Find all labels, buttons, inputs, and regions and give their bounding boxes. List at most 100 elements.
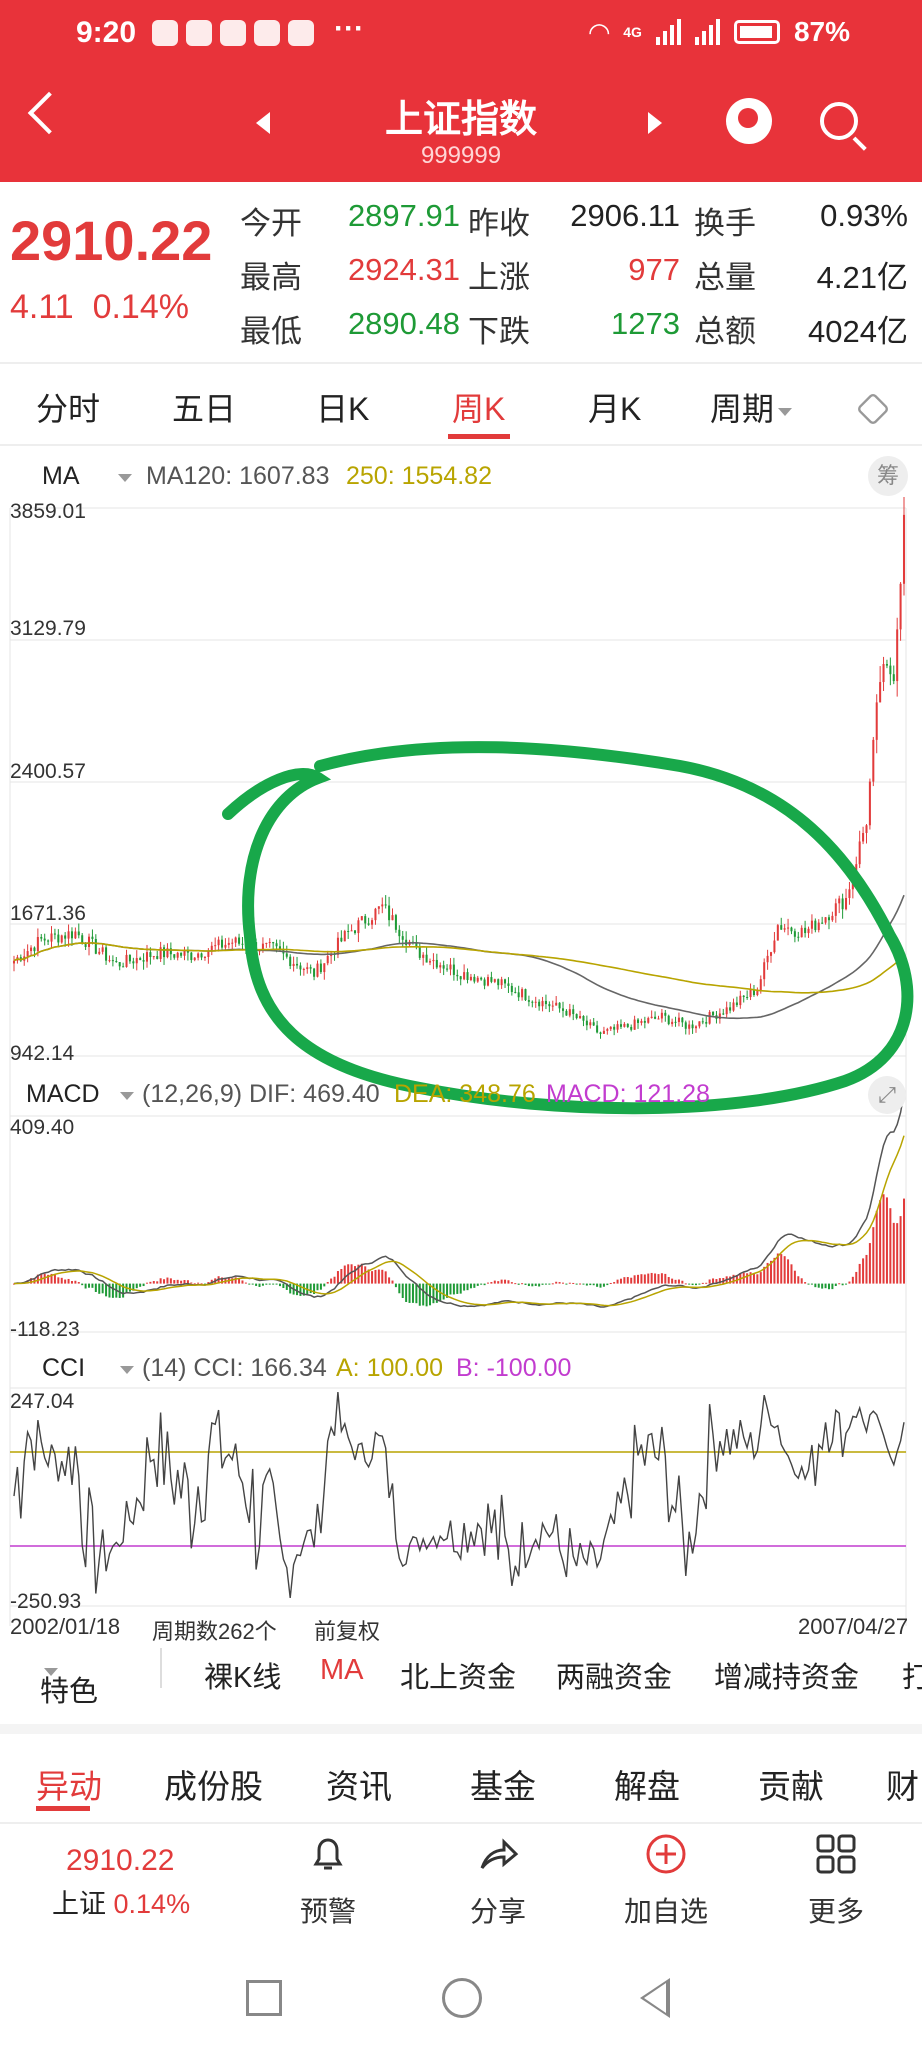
tab-constituents[interactable]: 成份股: [164, 1768, 263, 1805]
candle: [705, 1022, 708, 1024]
toolbar-item-naked-k[interactable]: 裸K线: [204, 1662, 282, 1694]
status-time: 9:20: [76, 16, 137, 49]
ma-indicator-name[interactable]: MA: [42, 462, 80, 490]
macd-bar: [391, 1280, 394, 1284]
add-circle-icon[interactable]: [644, 1832, 688, 1876]
candle: [701, 1021, 704, 1023]
candle: [238, 937, 241, 944]
tab-contribution[interactable]: 贡献: [758, 1768, 824, 1805]
candle: [326, 956, 329, 964]
macd-bar: [868, 1243, 871, 1284]
macd-bar: [619, 1278, 622, 1284]
quote-label: 最高: [240, 260, 302, 295]
macd-bar: [340, 1269, 343, 1284]
tab-weekly-k[interactable]: 周K: [452, 391, 506, 427]
add-watchlist-button[interactable]: 加自选: [623, 1896, 708, 1927]
macd-bar: [384, 1271, 387, 1284]
status-right: ◠ 4G 87%: [589, 16, 850, 48]
candle: [517, 992, 520, 998]
search-icon[interactable]: [820, 102, 858, 140]
candle: [371, 920, 374, 925]
back-arrow-icon[interactable]: [27, 91, 71, 135]
macd-indicator-name[interactable]: MACD: [26, 1080, 100, 1108]
recents-icon[interactable]: [246, 1980, 282, 2016]
candle: [548, 1004, 551, 1007]
candle: [514, 991, 517, 993]
candle: [98, 951, 101, 954]
candle: [865, 825, 868, 833]
bell-icon[interactable]: [306, 1832, 350, 1876]
toolbar-item-more[interactable]: 打: [902, 1662, 922, 1694]
toolbar-item-margin[interactable]: 两融资金: [556, 1662, 673, 1694]
macd-bar: [862, 1258, 865, 1284]
macd-bar: [282, 1283, 285, 1289]
toolbar-item-ma[interactable]: MA: [320, 1654, 364, 1686]
tab-intraday[interactable]: 分时: [36, 391, 101, 427]
chip-distribution-button[interactable]: 筹: [868, 456, 908, 496]
cci-value: (14) CCI: 166.34: [142, 1354, 327, 1382]
tab-monthly-k[interactable]: 月K: [588, 391, 642, 427]
candle: [558, 1002, 561, 1009]
chevron-down-icon[interactable]: [118, 474, 132, 482]
macd-bar: [459, 1283, 462, 1294]
back-icon[interactable]: [640, 1978, 670, 2018]
candle: [483, 979, 486, 986]
candle: [306, 967, 309, 970]
mascot-icon[interactable]: [726, 98, 772, 144]
prev-stock-icon[interactable]: [256, 112, 270, 134]
candle: [845, 897, 848, 910]
toolbar-divider: [160, 1648, 162, 1688]
macd-value: MACD: 121.28: [546, 1080, 710, 1108]
candle: [572, 1009, 575, 1015]
tab-five-day[interactable]: 五日: [172, 391, 237, 427]
tab-funds[interactable]: 基金: [470, 1768, 536, 1805]
next-stock-icon[interactable]: [648, 112, 662, 134]
tab-finance[interactable]: 财: [886, 1768, 919, 1805]
share-button[interactable]: 分享: [469, 1896, 526, 1927]
macd-bar: [74, 1280, 77, 1284]
cci-indicator-name[interactable]: CCI: [42, 1354, 86, 1382]
chevron-down-icon[interactable]: [120, 1092, 134, 1100]
share-icon[interactable]: [476, 1832, 520, 1876]
candle: [145, 952, 149, 962]
macd-bar: [507, 1280, 510, 1284]
price-axis-label: 3129.79: [10, 617, 86, 640]
candle: [220, 939, 224, 948]
adjust-mode[interactable]: 前复权: [314, 1619, 381, 1644]
macd-bar: [360, 1263, 363, 1284]
period-tabs: 分时 五日 日K 周K 月K 周期: [0, 370, 922, 440]
quote-label: 最低: [240, 314, 302, 349]
tab-analysis[interactable]: 解盘: [614, 1768, 680, 1805]
macd-bar: [514, 1283, 517, 1285]
candle: [541, 1000, 544, 1007]
home-icon[interactable]: [442, 1978, 482, 2018]
grid-icon[interactable]: [814, 1832, 858, 1876]
candle: [391, 915, 394, 921]
macd-bar: [746, 1273, 749, 1284]
candle: [203, 956, 206, 958]
candle: [207, 950, 210, 957]
macd-bar: [804, 1282, 807, 1284]
toolbar-item-northbound[interactable]: 北上资金: [400, 1662, 517, 1694]
tab-movement[interactable]: 异动: [36, 1768, 102, 1805]
candle: [108, 960, 111, 962]
candle: [531, 1001, 534, 1003]
tab-news[interactable]: 资讯: [326, 1768, 392, 1805]
candle: [105, 947, 108, 961]
macd-bar: [261, 1283, 264, 1286]
app-icon: [186, 20, 212, 46]
kline-chart[interactable]: [0, 496, 922, 1626]
tab-daily-k[interactable]: 日K: [316, 391, 370, 427]
candle: [868, 781, 871, 826]
change-percent: 0.14%: [92, 288, 189, 326]
toolbar-item-holdings[interactable]: 增减持资金: [714, 1662, 860, 1694]
macd-bar: [855, 1271, 858, 1284]
alert-button[interactable]: 预警: [299, 1896, 356, 1927]
tab-period[interactable]: 周期: [710, 384, 793, 430]
more-button[interactable]: 更多: [807, 1896, 864, 1927]
chevron-down-icon[interactable]: [120, 1366, 134, 1374]
quote-label: 上涨: [468, 260, 530, 295]
candle: [783, 928, 786, 930]
expand-icon[interactable]: ⤢: [868, 1076, 906, 1114]
macd-bar: [336, 1271, 339, 1284]
